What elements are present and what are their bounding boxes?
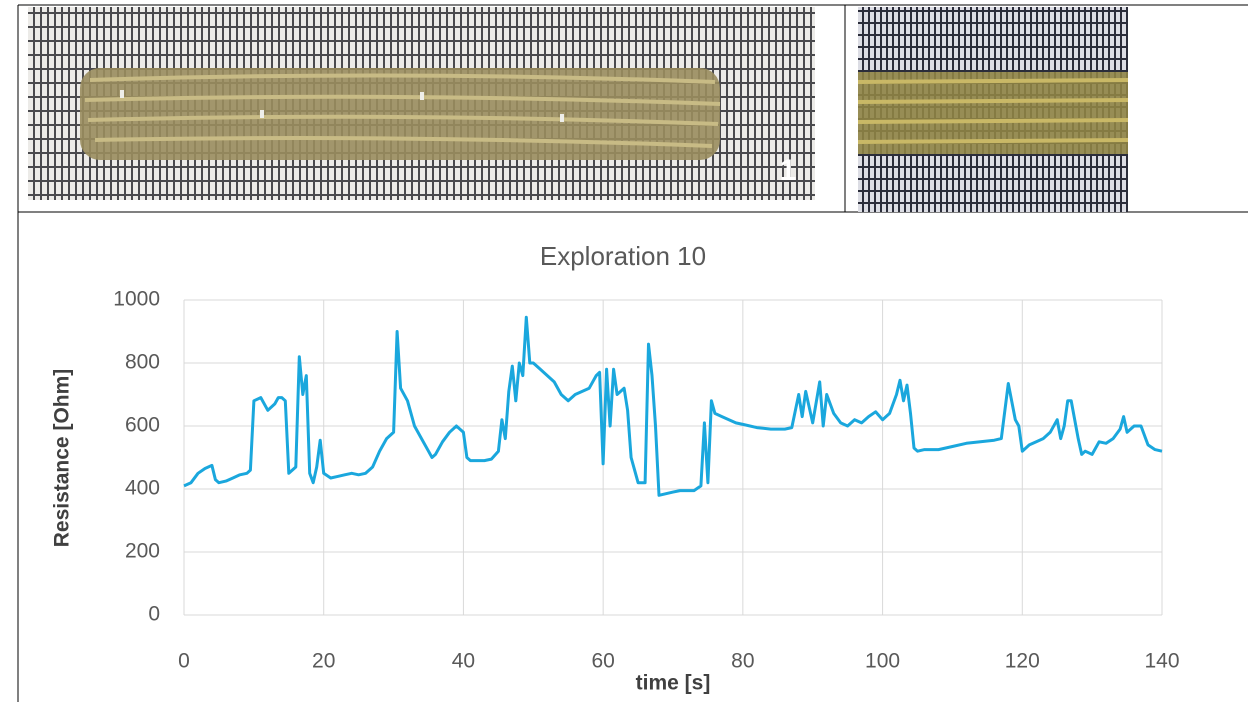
x-tick-label: 80: [731, 650, 754, 673]
x-tick-label: 60: [591, 650, 614, 673]
y-tick-label: 1000: [113, 288, 160, 311]
y-tick-label: 600: [125, 414, 160, 437]
x-axis-label: time [s]: [636, 672, 711, 695]
photo-label: 1: [780, 154, 797, 187]
y-tick-label: 800: [125, 351, 160, 374]
x-tick-label: 140: [1144, 650, 1179, 673]
x-tick-label: 120: [1005, 650, 1040, 673]
x-tick-label: 40: [452, 650, 475, 673]
y-tick-label: 0: [148, 603, 160, 626]
x-tick-label: 100: [865, 650, 900, 673]
plot-area: 0 200 400 600 800 1000 0 20 40 60 80 100 120 140: [113, 288, 1179, 673]
y-tick-label: 400: [125, 477, 160, 500]
x-tick-label: 20: [312, 650, 335, 673]
photo-left: 1: [28, 7, 815, 200]
photo-right: [857, 7, 1129, 212]
y-tick-label: 200: [125, 540, 160, 563]
chart-title: Exploration 10: [540, 241, 706, 271]
y-axis-label: Resistance [Ohm]: [51, 369, 74, 548]
data-line: [183, 315, 1163, 497]
x-tick-label: 0: [178, 650, 190, 673]
